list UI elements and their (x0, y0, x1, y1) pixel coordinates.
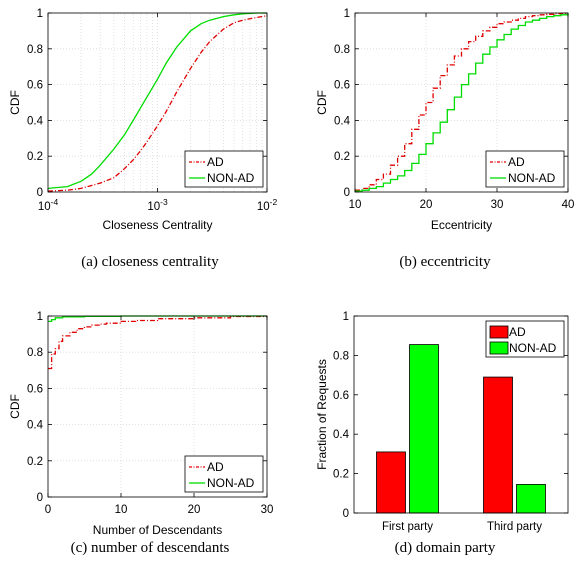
y-tick-label: 0.6 (333, 390, 349, 402)
legend-label: NON-AD (508, 171, 556, 185)
x-tick-label: 10 (115, 504, 128, 516)
bar-ad (376, 451, 406, 514)
legend: AD NON-AD (184, 455, 264, 493)
y-tick-label: 0 (37, 187, 43, 199)
y-tick-label: 0.2 (333, 469, 349, 481)
legend-swatch (489, 325, 509, 339)
x-tick-label: 10-3 (147, 197, 168, 213)
x-axis-label: Closeness Centrality (102, 218, 212, 232)
legend-box (485, 150, 565, 188)
y-tick-label: 1 (37, 311, 43, 323)
legend-box (184, 150, 264, 188)
legend-swatch (489, 341, 509, 355)
x-tick-label: 30 (261, 504, 274, 516)
y-tick-label: 0.4 (27, 115, 44, 127)
legend: AD NON-AD (485, 150, 565, 188)
legend-label: AD (207, 460, 224, 474)
y-tick-label: 0.8 (333, 350, 349, 362)
series-line-ad (48, 315, 268, 370)
chart-b: 0 0.2 0.4 0.6 0.8 1 10 20 30 40 Eccentricity CDF AD N… (315, 8, 574, 270)
x-tick-label: 0 (45, 504, 51, 516)
legend: AD NON-AD (485, 320, 565, 358)
y-tick-label: 0 (37, 492, 43, 504)
chart-a: 0 0.2 0.4 0.6 0.8 1 10-4 10-3 10-2 Closeness Cent… (8, 8, 277, 270)
y-axis-label: CDF (315, 90, 329, 115)
legend-label: NON-AD (509, 341, 557, 355)
y-axis-label: CDF (8, 394, 22, 419)
series-line-non-ad (47, 12, 267, 190)
series-line-ad (355, 12, 569, 191)
x-axis-label: Number of Descendants (93, 523, 222, 537)
x-tick-label: First party (382, 521, 433, 533)
y-tick-label: 0.4 (334, 115, 351, 127)
caption: (d) domain party (395, 540, 496, 556)
caption: (b) eccentricity (399, 254, 491, 270)
legend-label: AD (207, 155, 224, 169)
x-tick-label: 10-4 (38, 197, 59, 213)
axes-box (47, 315, 268, 498)
bar-ad (483, 376, 513, 514)
x-axis-label: Eccentricity (431, 218, 492, 232)
y-tick-label: 1 (37, 8, 43, 20)
chart-d: First party Third party 0 0.2 0.4 0.6 0.8 1 Frac… (315, 311, 569, 556)
y-tick-label: 0.8 (27, 347, 43, 359)
y-tick-label: 1 (344, 8, 350, 20)
series-line-ad (47, 15, 268, 192)
y-tick-label: 0.6 (27, 383, 43, 395)
axes-box (354, 12, 569, 193)
y-tick-label: 0.8 (334, 44, 350, 56)
y-tick-label: 0 (344, 187, 350, 199)
y-axis-label: Fraction of Requests (315, 359, 329, 470)
axes-box (353, 315, 569, 514)
legend-label: AD (509, 325, 526, 339)
legend-label: NON-AD (207, 171, 255, 185)
y-tick-label: 0 (343, 508, 349, 520)
legend: AD NON-AD (184, 150, 264, 188)
bar-non-ad (516, 484, 546, 514)
bar-non-ad (409, 344, 439, 514)
caption: (a) closeness centrality (81, 254, 219, 270)
y-tick-label: 0.6 (334, 80, 350, 92)
y-tick-label: 0.2 (27, 151, 43, 163)
caption: (c) number of descendants (71, 540, 230, 556)
y-tick-label: 0.4 (333, 429, 350, 441)
y-axis-label: CDF (8, 90, 22, 115)
x-tick-label: 30 (491, 199, 504, 211)
legend-label: NON-AD (207, 476, 255, 490)
x-tick-label: 10-2 (257, 197, 278, 213)
y-tick-label: 0.2 (334, 151, 350, 163)
x-tick-label: 40 (562, 199, 575, 211)
x-tick-label: 20 (420, 199, 433, 211)
series-line-non-ad (355, 13, 569, 192)
y-tick-label: 0.4 (27, 420, 44, 432)
y-tick-label: 0.6 (27, 80, 43, 92)
x-tick-label: 10 (349, 199, 362, 211)
legend-label: AD (508, 155, 525, 169)
y-tick-label: 1 (343, 311, 349, 323)
y-tick-label: 0.8 (27, 44, 43, 56)
y-tick-label: 0.2 (27, 456, 43, 468)
legend-box (184, 455, 264, 493)
x-tick-label: Third party (487, 521, 542, 533)
x-tick-label: 20 (188, 504, 201, 516)
